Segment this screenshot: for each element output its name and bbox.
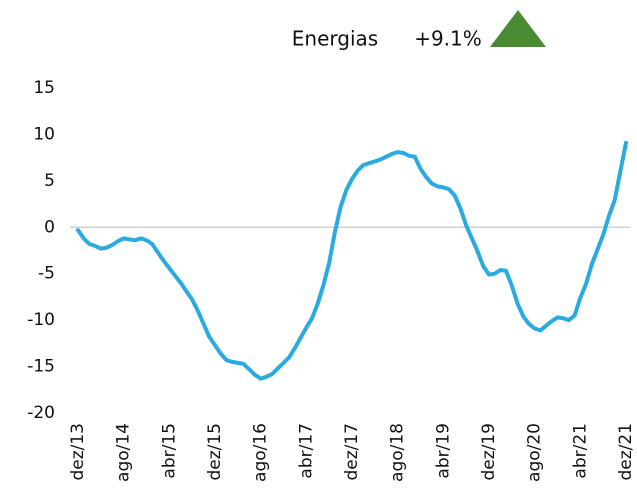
x-tick-label: abr/21 — [570, 423, 590, 479]
x-tick-label: abr/19 — [433, 423, 453, 479]
y-tick-label: -10 — [27, 310, 55, 330]
up-triangle — [490, 10, 546, 47]
x-tick-label: abr/15 — [159, 423, 179, 479]
x-tick-label: abr/17 — [296, 423, 316, 479]
x-tick-label: dez/13 — [68, 423, 88, 481]
chart-title: Energias — [292, 27, 378, 51]
x-tick-label: ago/14 — [114, 423, 134, 482]
x-tick-label: dez/15 — [205, 423, 225, 481]
y-tick-label: 10 — [33, 124, 55, 144]
y-tick-label: 0 — [44, 217, 55, 237]
x-tick-label: dez/21 — [616, 423, 636, 481]
change-label: +9.1% — [414, 27, 482, 51]
y-tick-label: 15 — [33, 78, 55, 98]
y-tick-label: -15 — [27, 357, 55, 377]
x-tick-label: ago/16 — [251, 423, 271, 482]
x-tick-label: ago/18 — [388, 423, 408, 482]
x-tick-label: ago/20 — [525, 423, 545, 482]
y-tick-label: -5 — [38, 264, 55, 284]
line-series — [76, 140, 628, 381]
y-tick-label: -20 — [27, 403, 55, 423]
y-tick-label: 5 — [44, 171, 55, 191]
x-tick-label: dez/19 — [479, 423, 499, 481]
x-tick-label: dez/17 — [342, 423, 362, 481]
